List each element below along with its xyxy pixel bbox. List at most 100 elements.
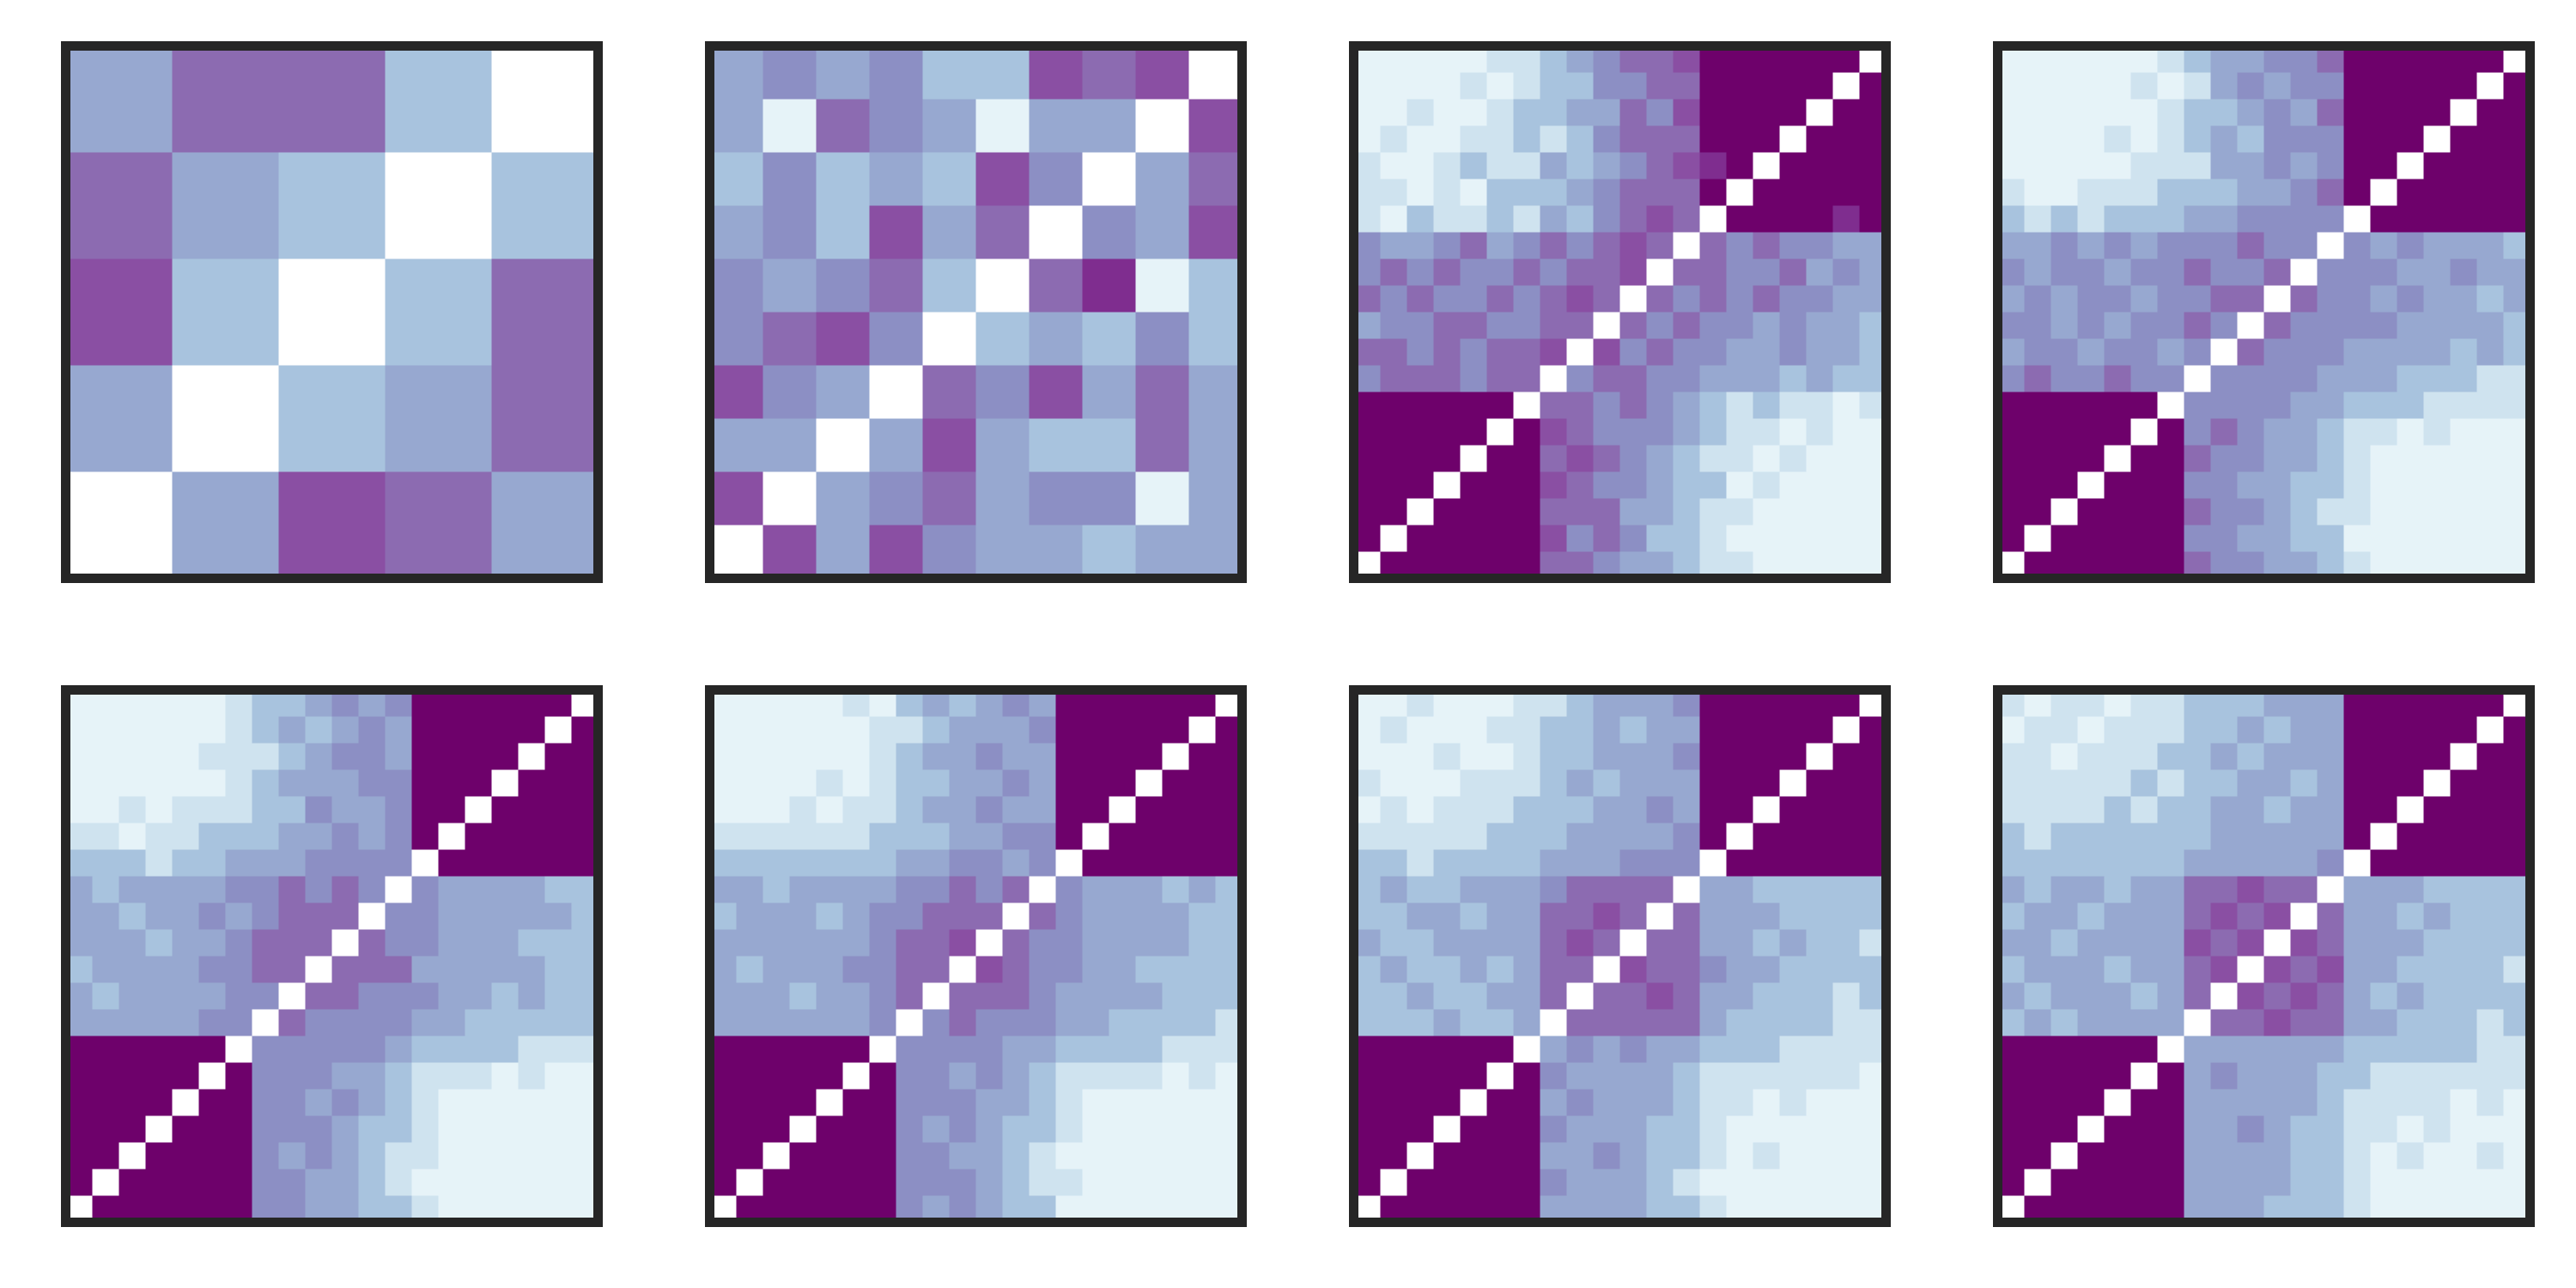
- heatmap-cell: [198, 769, 227, 798]
- heatmap-cell: [2263, 125, 2292, 154]
- heatmap-cell: [1082, 152, 1137, 207]
- panel-frame: [61, 41, 603, 583]
- heatmap-cell: [1513, 1036, 1541, 1064]
- heatmap-cell: [2184, 796, 2212, 824]
- heatmap-cell: [2104, 876, 2132, 904]
- heatmap-cell: [1806, 498, 1834, 526]
- heatmap-cell: [92, 1169, 120, 1197]
- heatmap-cell: [1619, 179, 1648, 207]
- heatmap-cell: [709, 418, 764, 473]
- heatmap-cell: [2370, 956, 2398, 984]
- heatmap-cell: [789, 1115, 817, 1144]
- heatmap-cell: [1002, 982, 1030, 1011]
- heatmap-cell: [1406, 876, 1435, 904]
- heatmap-cell: [252, 1062, 280, 1091]
- heatmap-cell: [1135, 876, 1163, 904]
- heatmap-cell: [1433, 929, 1461, 957]
- heatmap-cell: [2423, 769, 2451, 798]
- heatmap-cell: [2157, 956, 2185, 984]
- heatmap-cell: [2423, 258, 2451, 287]
- heatmap-cell: [145, 1089, 173, 1117]
- heatmap-cell: [896, 876, 924, 904]
- heatmap-cell: [2050, 849, 2079, 878]
- heatmap-cell: [1806, 956, 1834, 984]
- heatmap-cell: [2290, 392, 2318, 420]
- heatmap-cell: [1619, 498, 1648, 526]
- heatmap-cell: [2397, 1089, 2425, 1117]
- heatmap-cell: [2077, 258, 2105, 287]
- heatmap-cell: [438, 1142, 466, 1170]
- heatmap-cell: [2077, 205, 2105, 234]
- heatmap-cell: [949, 929, 977, 957]
- heatmap-cell: [816, 46, 871, 100]
- heatmap-cell: [1726, 769, 1754, 798]
- heatmap-cell: [438, 1062, 466, 1091]
- heatmap-cell: [438, 1169, 466, 1197]
- heatmap-cell: [1806, 72, 1834, 100]
- heatmap-cell: [1726, 823, 1754, 851]
- heatmap-cell: [1109, 1009, 1137, 1037]
- heatmap-cell: [544, 902, 573, 931]
- heatmap-cell: [1699, 285, 1728, 313]
- heatmap-cell: [2370, 716, 2398, 744]
- heatmap-cell: [1135, 46, 1190, 100]
- heatmap-cell: [736, 823, 764, 851]
- heatmap-cell: [1406, 823, 1435, 851]
- heatmap-cell: [331, 1115, 360, 1144]
- heatmap-cell: [1806, 312, 1834, 340]
- heatmap-cell: [736, 1009, 764, 1037]
- heatmap-cell: [1486, 743, 1515, 771]
- heatmap-cell: [1753, 99, 1781, 127]
- heatmap-cell: [922, 1115, 951, 1144]
- heatmap-cell: [2397, 365, 2425, 393]
- heatmap-cell: [2263, 982, 2292, 1011]
- heatmap-cell: [385, 1169, 413, 1197]
- heatmap-cell: [2397, 982, 2425, 1011]
- heatmap-cell: [2210, 72, 2239, 100]
- heatmap-cell: [305, 876, 333, 904]
- heatmap-cell: [922, 716, 951, 744]
- heatmap-cell: [1619, 743, 1648, 771]
- heatmap-cell: [172, 1036, 200, 1064]
- heatmap-cell: [816, 525, 871, 580]
- heatmap-cell: [816, 471, 871, 526]
- heatmap-cell: [949, 1062, 977, 1091]
- heatmap-cell: [305, 849, 333, 878]
- heatmap-cell: [1832, 823, 1861, 851]
- heatmap-cell: [869, 152, 924, 207]
- heatmap-cell: [896, 929, 924, 957]
- heatmap-cell: [1380, 365, 1408, 393]
- heatmap-cell: [1055, 1115, 1084, 1144]
- heatmap-cell: [975, 471, 1030, 526]
- heatmap-cell: [922, 743, 951, 771]
- heatmap-cell: [736, 1142, 764, 1170]
- heatmap-cell: [2050, 1169, 2079, 1197]
- heatmap-cell: [949, 716, 977, 744]
- heatmap-cell: [118, 1062, 147, 1091]
- heatmap-cell: [2423, 1036, 2451, 1064]
- heatmap-cell: [1540, 982, 1568, 1011]
- heatmap-cell: [1832, 1142, 1861, 1170]
- heatmap-cell: [949, 1009, 977, 1037]
- heatmap-cell: [2370, 1036, 2398, 1064]
- heatmap-cell: [2343, 125, 2372, 154]
- heatmap-cell: [1806, 445, 1834, 473]
- heatmap-cell: [1380, 1115, 1408, 1144]
- heatmap-cell: [1513, 823, 1541, 851]
- heatmap-cell: [1832, 902, 1861, 931]
- heatmap-cell: [1566, 205, 1595, 234]
- heatmap-cell: [2237, 1009, 2265, 1037]
- heatmap-cell: [1460, 525, 1488, 553]
- heatmap-cell: [1726, 285, 1754, 313]
- heatmap-cell: [2317, 338, 2345, 367]
- heatmap-cell: [1726, 743, 1754, 771]
- heatmap-cell: [842, 982, 871, 1011]
- heatmap-cell: [2450, 285, 2478, 313]
- heatmap-cell: [922, 525, 977, 580]
- heatmap-cell: [2157, 982, 2185, 1011]
- heatmap-cell: [1135, 418, 1190, 473]
- heatmap-cell: [1380, 525, 1408, 553]
- heatmap-cell: [949, 902, 977, 931]
- heatmap-cell: [2317, 1036, 2345, 1064]
- heatmap-cell: [1406, 258, 1435, 287]
